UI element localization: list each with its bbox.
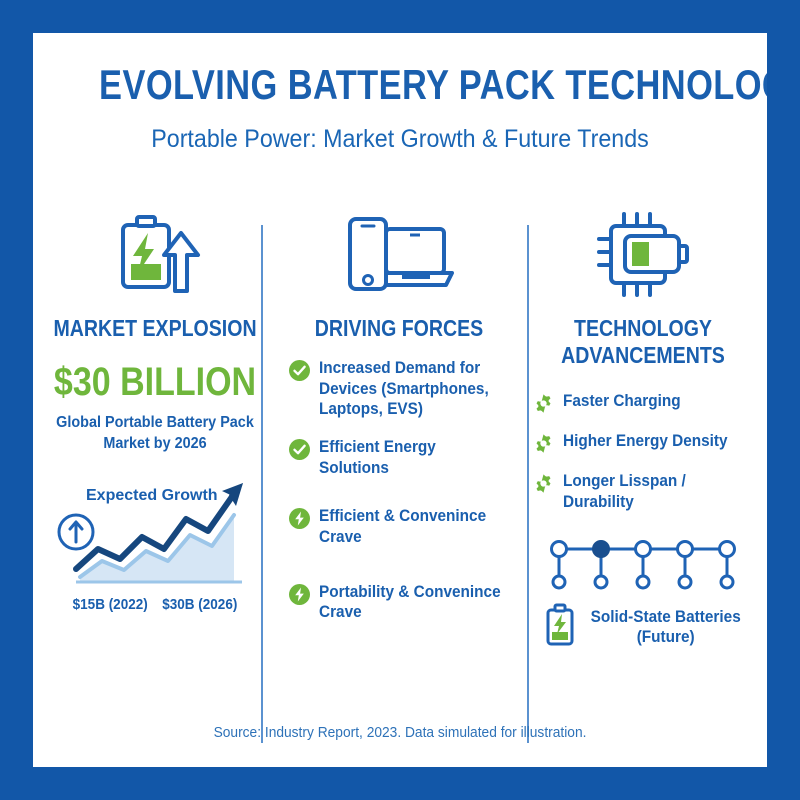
- column-heading-line2: ADVANCEMENTS: [561, 342, 725, 369]
- column-heading-technology-advancements: TECHNOLOGY ADVANCEMENTS: [539, 315, 746, 369]
- column-market-explosion: MARKET EXPLOSION $30 BILLION Global Port…: [33, 193, 277, 713]
- battery-up-arrow-icon: [33, 193, 277, 309]
- list-item: Efficient & Convenince Crave: [289, 506, 515, 547]
- battery-bolt-icon: [545, 603, 575, 652]
- node-timeline-icon: [521, 535, 765, 595]
- list-item-label: Increased Demand for Devices (Smartphone…: [319, 359, 489, 419]
- column-driving-forces: DRIVING FORCES Increased Demand for Devi…: [277, 193, 521, 713]
- column-heading-driving-forces: DRIVING FORCES: [314, 315, 484, 341]
- list-item: Increased Demand for Devices (Smartphone…: [289, 358, 515, 420]
- list-item-label: Efficient & Convenince Crave: [319, 507, 487, 546]
- column-technology-advancements: TECHNOLOGY ADVANCEMENTS Faster Charging: [521, 193, 765, 713]
- column-divider-1: [261, 225, 263, 743]
- timeline-subnode: [635, 574, 651, 589]
- check-circle-icon: [289, 439, 310, 460]
- list-item-label: Longer Lisspan / Durability: [563, 472, 686, 511]
- gear-icon: [533, 473, 554, 494]
- page-subtitle: Portable Power: Market Growth & Future T…: [151, 125, 649, 154]
- timeline-node-active: [592, 539, 610, 558]
- list-item: Longer Lisspan / Durability: [533, 471, 759, 512]
- chart-annotation: Expected Growth: [86, 487, 218, 504]
- timeline-node: [550, 539, 568, 558]
- list-item-label: Higher Energy Density: [563, 432, 728, 451]
- timeline-node: [718, 539, 736, 558]
- timeline-node: [676, 539, 694, 558]
- market-value-caption-line2: Market by 2026: [103, 434, 207, 452]
- check-circle-icon: [289, 360, 310, 382]
- gear-icon: [533, 393, 554, 414]
- list-item: Portability & Convenince Crave: [289, 582, 515, 623]
- list-item-label: Portability & Convenince Crave: [319, 582, 501, 622]
- source-note: Source: Industry Report, 2023. Data simu…: [213, 725, 587, 741]
- bolt-circle-icon: [289, 508, 310, 530]
- column-heading-market-explosion: MARKET EXPLOSION: [53, 315, 257, 341]
- timeline-node: [634, 539, 652, 558]
- market-value-highlight: $30 BILLION: [53, 360, 257, 405]
- column-heading-line1: TECHNOLOGY: [574, 315, 712, 341]
- phone-laptop-icon: [277, 193, 521, 309]
- driving-forces-list-primary: Increased Demand for Devices (Smartphone…: [277, 358, 521, 478]
- chart-label-end: $30B (2026): [162, 595, 238, 613]
- gear-icon: [533, 433, 554, 454]
- list-item: Efficient Energy Solutions: [289, 437, 515, 478]
- market-value-caption-line1: Global Portable Battery Pack: [56, 414, 254, 432]
- timeline-subnode: [593, 574, 609, 589]
- list-item: Faster Charging: [533, 391, 759, 414]
- future-technology-row: Solid-State Batteries (Future): [521, 603, 765, 652]
- page-title: EVOLVING BATTERY PACK TECHNOLOGY: [99, 61, 767, 108]
- columns-container: MARKET EXPLOSION $30 BILLION Global Port…: [33, 193, 767, 743]
- chart-axis-labels: $15B (2022) $30B (2026): [45, 596, 265, 613]
- column-divider-2: [527, 225, 529, 743]
- list-item-label: Faster Charging: [563, 392, 681, 411]
- timeline-subnode: [677, 574, 693, 589]
- future-technology-line1: Solid-State Batteries: [590, 607, 742, 626]
- list-item-label: Efficient Energy Solutions: [319, 438, 436, 477]
- infographic-panel: EVOLVING BATTERY PACK TECHNOLOGY Portabl…: [33, 33, 767, 767]
- bolt-circle-icon: [289, 583, 310, 605]
- list-item: Higher Energy Density: [533, 431, 759, 454]
- technology-list: Faster Charging Higher Energy Density: [521, 391, 765, 512]
- chip-battery-icon: [521, 193, 765, 309]
- header: EVOLVING BATTERY PACK TECHNOLOGY Portabl…: [33, 33, 767, 154]
- timeline-subnode: [719, 574, 735, 589]
- driving-forces-list-secondary: Efficient & Convenince Crave Portability…: [277, 506, 521, 623]
- future-technology-line2: (Future): [637, 628, 695, 646]
- chart-label-start: $15B (2022): [72, 595, 148, 613]
- future-technology-label: Solid-State Batteries (Future): [591, 607, 741, 647]
- growth-chart: Expected Growth: [33, 469, 277, 594]
- market-value-caption: Global Portable Battery Pack Market by 2…: [45, 413, 265, 455]
- timeline-subnode: [551, 574, 567, 589]
